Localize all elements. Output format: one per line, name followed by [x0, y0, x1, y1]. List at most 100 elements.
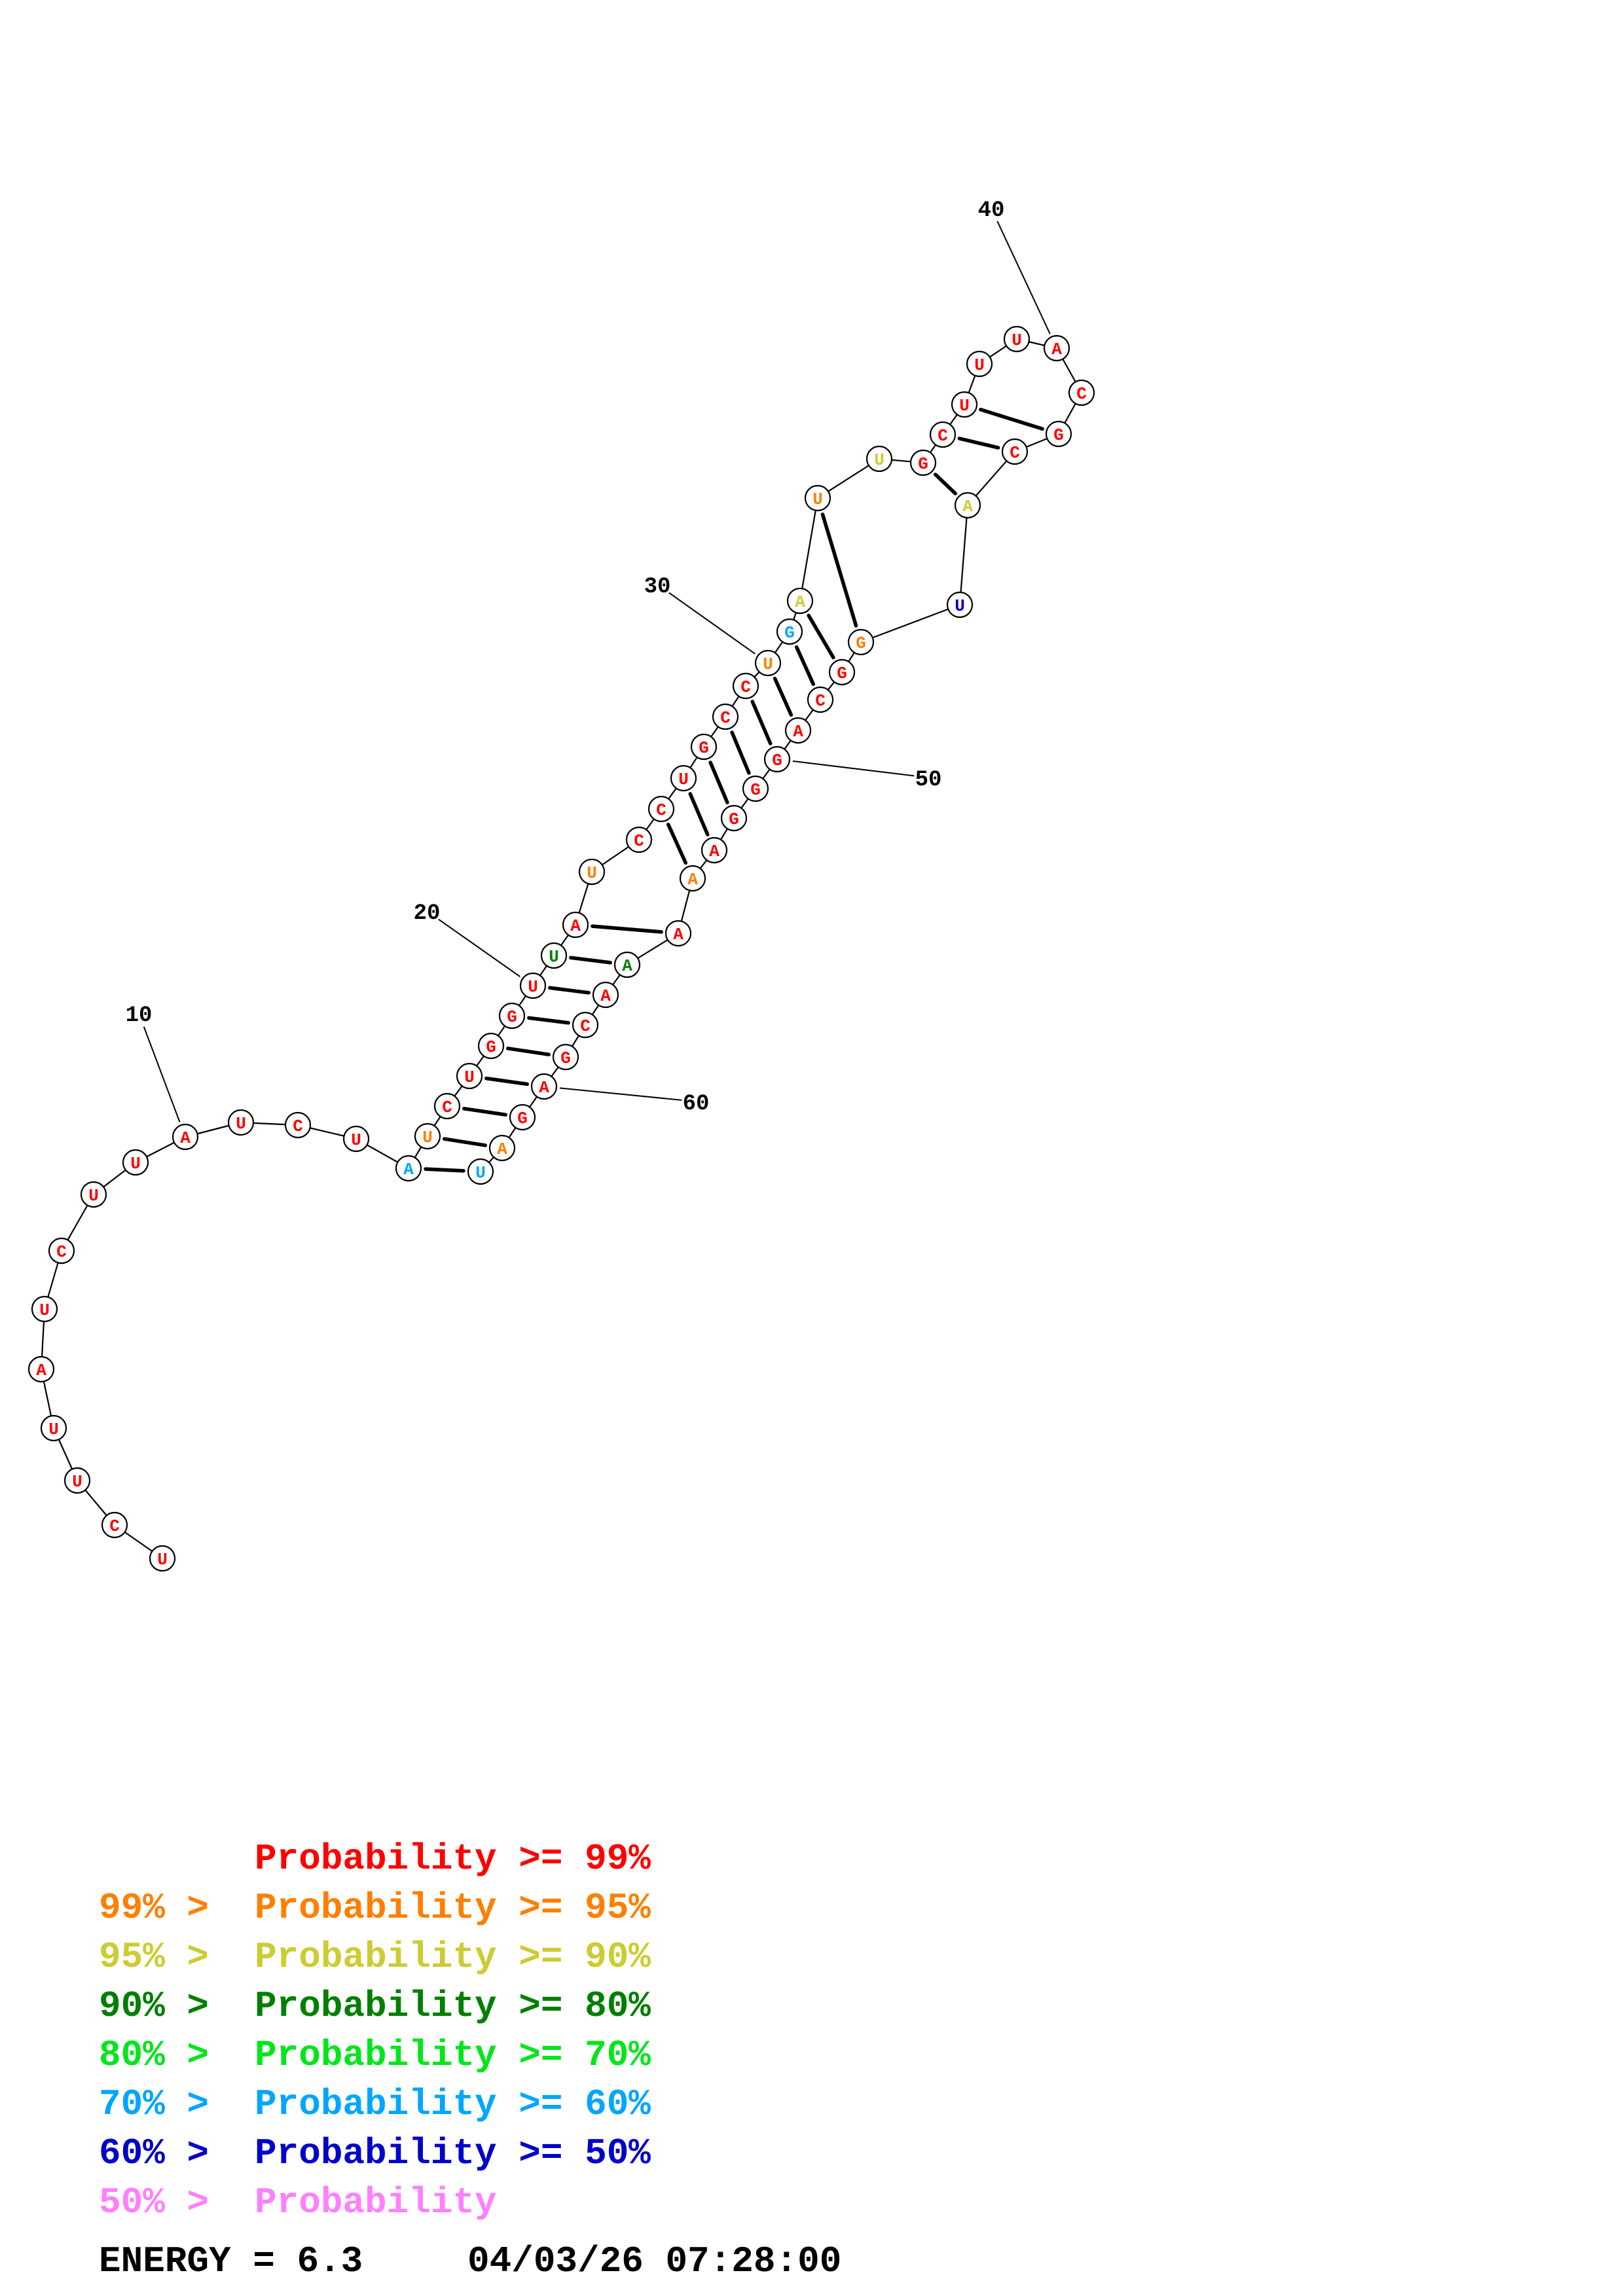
nucleotide-28: C: [712, 703, 739, 730]
base-pair-bond: [591, 924, 663, 934]
position-label-20: 20: [414, 901, 441, 926]
nucleotide-33: U: [804, 484, 831, 512]
nucleotide-58: C: [572, 1011, 599, 1039]
nucleotide-letter: U: [157, 1550, 168, 1570]
nucleotide-circle: [786, 587, 814, 615]
nucleotide-circle: [509, 1103, 536, 1131]
nucleotide-letter: A: [497, 1139, 507, 1159]
nucleotide-letter: G: [772, 751, 782, 770]
nucleotide-circle: [1043, 334, 1070, 362]
nucleotide-circle: [64, 1467, 91, 1494]
nucleotide-circle: [572, 1011, 599, 1039]
legend-prefix: 70% >: [99, 2083, 231, 2125]
nucleotide-circle: [954, 492, 981, 519]
footer: ENERGY = 6.3 04/03/26 07:28:00: [99, 2240, 841, 2282]
nucleotide-circle: [540, 942, 568, 969]
base-pair-bond: [979, 408, 1044, 431]
nucleotide-letter: C: [580, 1016, 591, 1036]
nucleotide-circle: [395, 1155, 422, 1182]
nucleotide-circle: [27, 1355, 55, 1383]
base-pair-bond: [750, 700, 773, 745]
nucleotide-25: C: [647, 795, 675, 823]
backbone-segment: [860, 603, 960, 643]
base-pair-bonds: [424, 408, 1044, 1173]
nucleotide-circle: [578, 858, 606, 886]
nucleotide-letter: U: [351, 1130, 361, 1150]
nucleotide-letter: A: [795, 592, 805, 612]
nucleotide-letter: C: [293, 1117, 303, 1136]
legend-prefix: 95% >: [99, 1936, 231, 1978]
nucleotide-circle: [519, 972, 547, 999]
energy-label: ENERGY = 6.3: [99, 2240, 363, 2282]
nucleotide-letter: U: [678, 770, 689, 789]
nucleotide-circle: [477, 1032, 505, 1060]
nucleotide-letter: A: [36, 1361, 46, 1380]
nucleotide-circle: [122, 1149, 149, 1176]
legend-label: Probability >= 60%: [255, 2083, 651, 2125]
nucleotide-63: U: [467, 1158, 494, 1185]
nucleotide-letter: C: [634, 831, 644, 851]
base-pair-bond: [527, 1016, 570, 1025]
nucleotide-circle: [712, 703, 739, 730]
nucleotide-letter: A: [709, 842, 720, 861]
legend-label: Probability >= 70%: [255, 2034, 651, 2076]
nucleotide-34: U: [866, 445, 893, 473]
nucleotide-circle: [488, 1134, 516, 1162]
nucleotide-circle: [592, 981, 619, 1009]
legend-label: Probability >= 80%: [255, 1985, 651, 2027]
nucleotide-40: A: [1043, 334, 1070, 362]
nucleotide-48: C: [807, 686, 834, 713]
nucleotide-circle: [720, 804, 748, 832]
position-label-30: 30: [644, 575, 671, 600]
legend-label: Probability: [255, 2181, 497, 2223]
nucleotide-circle: [456, 1062, 483, 1090]
nucleotide-circle: [552, 1043, 579, 1071]
nucleotide-letter: A: [1051, 340, 1062, 359]
nucleotide-letter: G: [750, 780, 761, 800]
nucleotide-circle: [414, 1122, 441, 1150]
nucleotide-letter: U: [48, 1420, 59, 1439]
nucleotide-6: U: [31, 1295, 58, 1323]
nucleotide-59: G: [552, 1043, 579, 1071]
nucleotide-circle: [80, 1181, 107, 1208]
nucleotide-43: C: [1001, 438, 1029, 465]
nucleotide-circle: [670, 764, 697, 792]
tick-line: [143, 1026, 181, 1122]
nucleotide-letter: G: [784, 623, 795, 643]
nucleotide-41: C: [1068, 379, 1095, 406]
nucleotide-letter: C: [442, 1098, 452, 1117]
nucleotide-letter: G: [486, 1037, 496, 1057]
nucleotide-letter: G: [517, 1109, 528, 1128]
nucleotide-circle: [1068, 379, 1095, 406]
base-pair-bond: [794, 645, 816, 687]
nucleotide-20: U: [519, 972, 547, 999]
nucleotide-29: C: [732, 672, 759, 700]
nucleotide-50: G: [763, 745, 791, 773]
legend-label: Probability >= 99%: [255, 1838, 651, 1880]
nucleotide-circle: [530, 1073, 558, 1100]
nucleotide-circle: [40, 1414, 67, 1442]
nucleotide-61: G: [509, 1103, 536, 1131]
base-pair-bond: [548, 986, 591, 995]
base-pair-bond: [569, 956, 612, 965]
base-pair-bond: [708, 761, 729, 804]
probability-legend: Probability >= 99% 99% > Probability >= 9…: [99, 1838, 651, 2223]
nucleotide-letter: C: [109, 1516, 120, 1536]
nucleotide-51: G: [742, 775, 769, 802]
nucleotide-circle: [866, 445, 893, 473]
nucleotide-26: U: [670, 764, 697, 792]
nucleotide-circle: [227, 1109, 255, 1136]
nucleotide-letter: U: [130, 1154, 141, 1174]
nucleotide-circle: [1045, 420, 1072, 448]
nucleotide-47: G: [828, 658, 856, 686]
legend-label: Probability >= 50%: [255, 2132, 651, 2174]
position-ticks: 10 20 30 40 50 60: [126, 198, 1051, 1122]
nucleotide-letter: U: [812, 490, 823, 509]
nucleotide-letter: U: [475, 1163, 486, 1183]
nucleotide-circle: [625, 826, 653, 853]
nucleotide-letter: U: [236, 1114, 246, 1134]
nucleotide-circle: [48, 1237, 75, 1265]
nucleotide-circle: [807, 686, 834, 713]
nucleotide-letter: U: [88, 1186, 99, 1206]
nucleotide-letter: A: [793, 722, 803, 742]
